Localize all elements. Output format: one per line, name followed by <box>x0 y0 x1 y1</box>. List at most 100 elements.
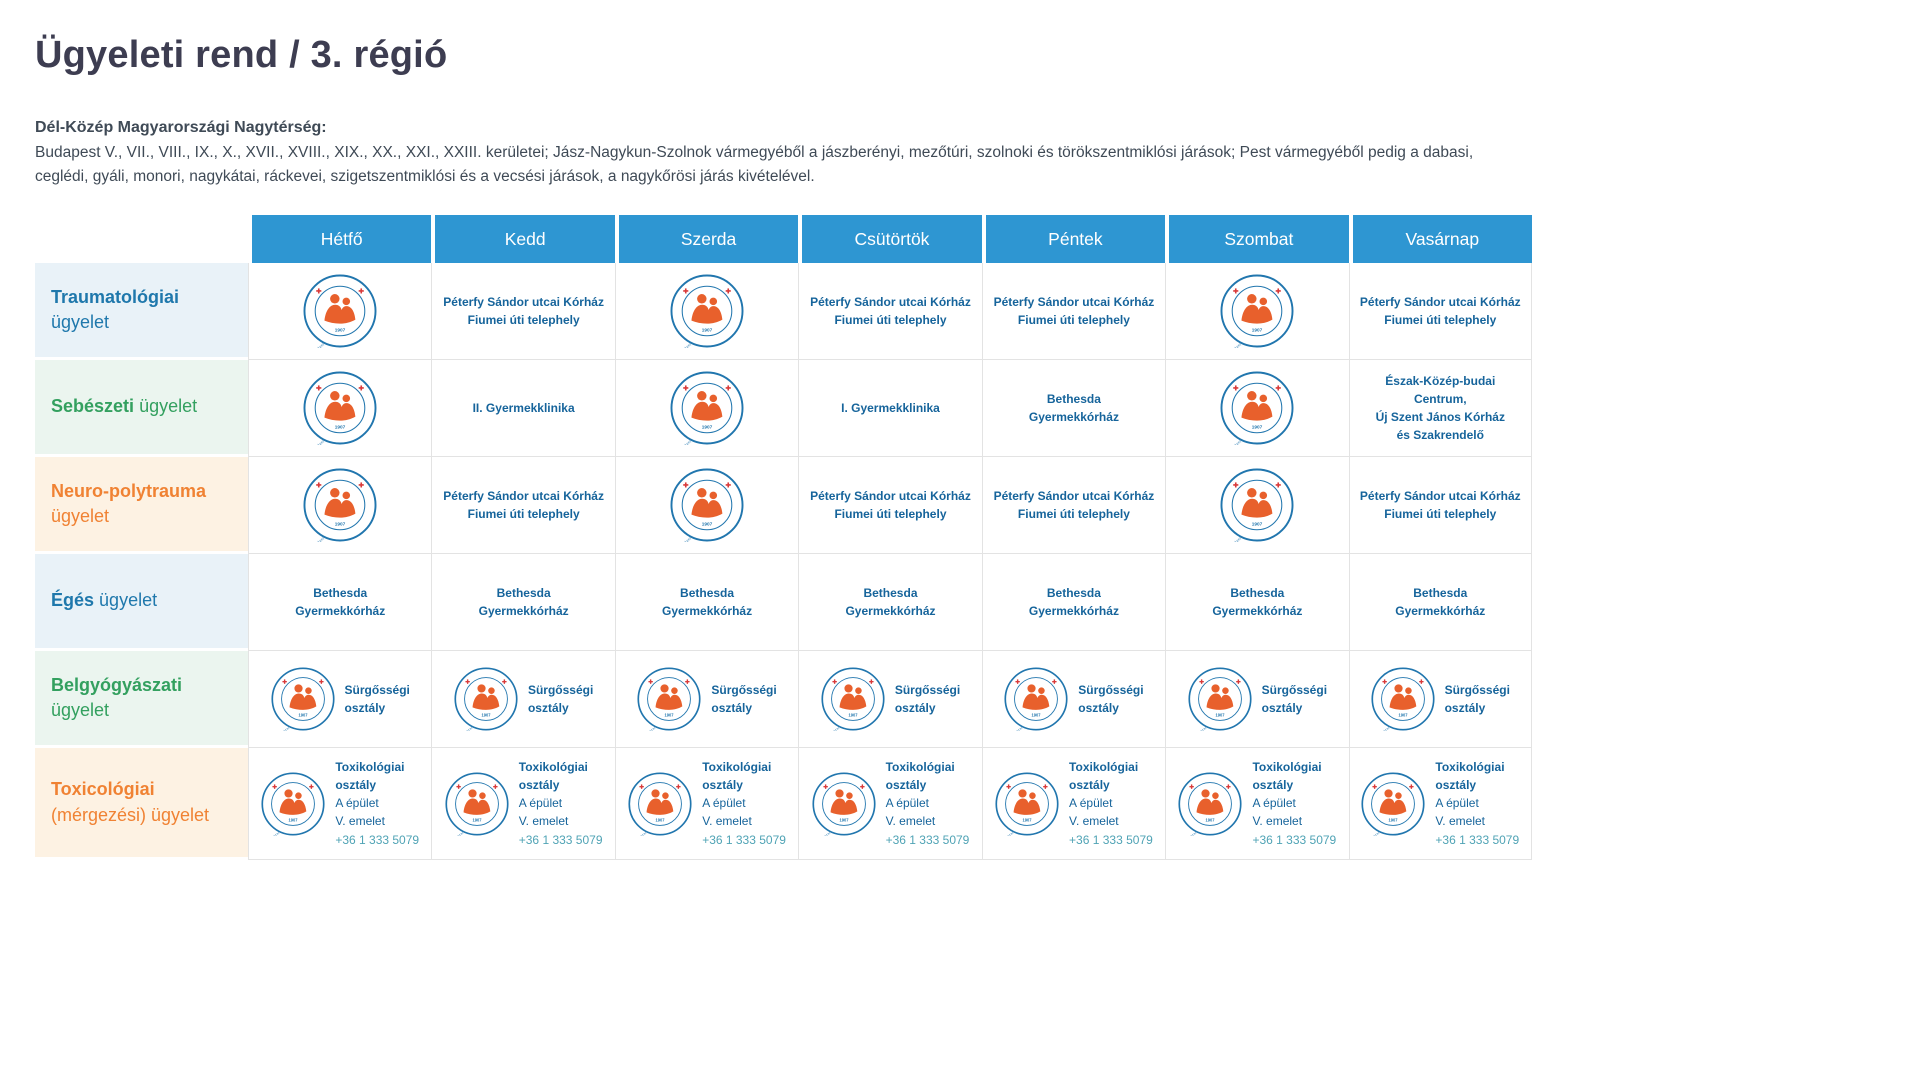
region-description: Budapest V., VII., VIII., IX., X., XVII.… <box>35 144 1474 186</box>
schedule-row-belgyogyaszati: Belgyógyászati ügyelet HEIM PÁLOrszágosGye… <box>35 651 1532 749</box>
phone-number: +36 1 333 5079 <box>702 833 786 848</box>
svg-text:Gyermekgyógyászati Intézet: Gyermekgyógyászati Intézet <box>1374 726 1390 731</box>
svg-text:Gyermekgyógyászati Intézet: Gyermekgyógyászati Intézet <box>1365 830 1381 835</box>
department-name-line: Toxikológiai <box>335 760 405 775</box>
heim-pal-logo-svg: HEIM PÁLOrszágosGyermekgyógyászati Intéz… <box>670 468 744 542</box>
schedule-cell: HEIM PÁLOrszágosGyermekgyógyászati Intéz… <box>248 457 432 555</box>
day-header-6: Szombat <box>1165 215 1349 264</box>
heim-pal-logo: HEIM PÁLOrszágosGyermekgyógyászati Intéz… <box>1220 274 1294 348</box>
heim-pal-logo-svg: HEIM PÁLOrszágosGyermekgyógyászati Intéz… <box>303 274 377 348</box>
heim-pal-logo-svg: HEIM PÁLOrszágosGyermekgyógyászati Intéz… <box>637 667 701 731</box>
schedule-cell: Bethesda Gyermekkórház <box>431 554 615 652</box>
red-cross-icon <box>1199 679 1241 684</box>
svg-text:Gyermekgyógyászati Intézet: Gyermekgyógyászati Intézet <box>265 830 281 835</box>
row-label-rest: ügyelet <box>51 700 110 721</box>
logo-year: 1907 <box>1023 817 1033 822</box>
family-figures-icon <box>472 684 500 710</box>
red-cross-icon <box>316 482 365 488</box>
logo-right-text: Gyermekgyógyászati Intézet <box>1365 830 1381 835</box>
hospital-name-line: Fiumei úti telephely <box>1017 507 1130 522</box>
red-cross-icon <box>272 783 314 789</box>
hospital-name-line: Fiumei úti telephely <box>1017 313 1130 328</box>
schedule-cell: Bethesda Gyermekkórház <box>981 554 1166 652</box>
hospital-name-line: Péterfy Sándor utcai Kórház <box>443 295 604 310</box>
heim-pal-logo: HEIM PÁLOrszágosGyermekgyógyászati Intéz… <box>1188 667 1252 731</box>
department-name-line: osztály <box>344 701 386 716</box>
svg-text:Gyermekgyógyászati Intézet: Gyermekgyógyászati Intézet <box>308 440 326 445</box>
schedule-cell: Péterfy Sándor utcai Kórház Fiumei úti te… <box>798 263 982 361</box>
phone-number: +36 1 333 5079 <box>1252 833 1337 848</box>
heim-pal-logo-svg: HEIM PÁLOrszágosGyermekgyógyászati Intéz… <box>1361 771 1425 836</box>
logo-right-text: Gyermekgyógyászati Intézet <box>674 537 691 542</box>
location-line: V. emelet <box>335 814 385 829</box>
hospital-name-line: II. Gyermekklinika <box>472 401 575 416</box>
row-label-strong: Belgyógyászati <box>51 674 183 695</box>
family-figures-icon <box>289 684 316 710</box>
schedule-cell: HEIM PÁLOrszágosGyermekgyógyászati Intéz… <box>431 748 615 861</box>
department-name-line: osztály <box>1261 701 1303 716</box>
schedule-cell: Bethesda Gyermekkórház <box>798 554 982 652</box>
row-label-strong: Égés <box>51 590 95 611</box>
heim-pal-logo-svg: HEIM PÁLOrszágosGyermekgyógyászati Intéz… <box>628 771 692 836</box>
svg-text:Gyermekgyógyászati Intézet: Gyermekgyógyászati Intézet <box>1225 343 1243 348</box>
schedule-cell: Bethesda Gyermekkórház <box>1348 554 1532 652</box>
hospital-name-line: Bethesda <box>863 586 918 601</box>
hospital-name-line: Fiumei úti telephely <box>834 507 947 522</box>
table-corner <box>35 215 248 263</box>
heim-pal-logo: HEIM PÁLOrszágosGyermekgyógyászati Intéz… <box>995 771 1059 836</box>
day-header-7: Vasárnap <box>1348 215 1532 264</box>
heim-pal-logo: HEIM PÁLOrszágosGyermekgyógyászati Intéz… <box>670 468 744 542</box>
svg-text:Gyermekgyógyászati Intézet: Gyermekgyógyászati Intézet <box>674 440 692 445</box>
red-cross-icon <box>823 783 865 789</box>
phone-number: +36 1 333 5079 <box>335 833 420 848</box>
logo-right-text: Gyermekgyógyászati Intézet <box>632 830 648 835</box>
hospital-name-line: Péterfy Sándor utcai Kórház <box>1359 295 1521 310</box>
red-cross-icon <box>683 288 731 294</box>
logo-right-text: Gyermekgyógyászati Intézet <box>1225 440 1242 445</box>
heim-pal-logo: HEIM PÁLOrszágosGyermekgyógyászati Intéz… <box>303 468 377 542</box>
logo-year: 1907 <box>702 327 713 333</box>
department-name-line: osztály <box>1078 701 1119 716</box>
schedule-body: Traumatológiai ügyelet HEIM PÁLOrszágosGye… <box>35 263 1532 861</box>
family-figures-icon <box>691 391 723 421</box>
schedule-row-toxicologiai: Toxicológiai (mérgezési) ügyelet HEIM PÁLO… <box>35 748 1532 861</box>
logo-right-text: Gyermekgyógyászati Intézet <box>1191 726 1207 731</box>
schedule-cell: HEIM PÁLOrszágosGyermekgyógyászati Intéz… <box>614 360 799 458</box>
svg-text:Gyermekgyógyászati Intézet: Gyermekgyógyászati Intézet <box>308 537 326 542</box>
hospital-name-line: Fiumei úti telephely <box>834 313 947 328</box>
location-line: V. emelet <box>518 814 569 829</box>
logo-right-text: Gyermekgyógyászati Intézet <box>308 343 325 348</box>
hospital-name-line: Péterfy Sándor utcai Kórház <box>993 489 1155 504</box>
heim-pal-logo-svg: HEIM PÁLOrszágosGyermekgyógyászati Intéz… <box>1188 667 1252 731</box>
location-line: V. emelet <box>702 814 752 829</box>
phone-number: +36 1 333 5079 <box>1069 833 1153 848</box>
family-figures-icon <box>1022 684 1050 710</box>
schedule-cell: Bethesda Gyermekkórház <box>981 360 1166 458</box>
heim-pal-logo: HEIM PÁLOrszágosGyermekgyógyászati Intéz… <box>1371 667 1435 731</box>
logo-right-text: Gyermekgyógyászati Intézet <box>998 830 1014 835</box>
logo-year: 1907 <box>665 713 675 718</box>
schedule-cell: HEIM PÁLOrszágosGyermekgyógyászati Intéz… <box>614 748 799 861</box>
logo-right-text: Gyermekgyógyászati Intézet <box>824 726 840 731</box>
location-line: V. emelet <box>1435 814 1485 829</box>
family-figures-icon <box>279 788 307 815</box>
heim-pal-logo-svg: HEIM PÁLOrszágosGyermekgyógyászati Intéz… <box>1178 771 1243 836</box>
heim-pal-logo-svg: HEIM PÁLOrszágosGyermekgyógyászati Intéz… <box>303 468 377 542</box>
red-cross-icon <box>832 679 874 684</box>
department-name-line: Sürgősségi <box>344 683 410 698</box>
hospital-name-line: Észak-Közép-budai Centrum, <box>1385 374 1496 407</box>
red-cross-icon <box>639 783 681 789</box>
department-name-line: Sürgősségi <box>711 683 777 698</box>
logo-year: 1907 <box>1206 817 1216 822</box>
schedule-cell: Péterfy Sándor utcai Kórház Fiumei úti te… <box>981 263 1166 361</box>
heim-pal-logo: HEIM PÁLOrszágosGyermekgyógyászati Intéz… <box>270 667 335 731</box>
heim-pal-logo: HEIM PÁLOrszágosGyermekgyógyászati Intéz… <box>1361 771 1425 836</box>
schedule-cell: Bethesda Gyermekkórház <box>1165 554 1349 652</box>
department-name-line: osztály <box>1252 778 1294 793</box>
heim-pal-logo-svg: HEIM PÁLOrszágosGyermekgyógyászati Intéz… <box>303 371 377 445</box>
heim-pal-logo-svg: HEIM PÁLOrszágosGyermekgyógyászati Intéz… <box>1220 274 1294 348</box>
family-figures-icon <box>324 294 356 324</box>
logo-year: 1907 <box>656 817 666 822</box>
row-label-rest: (mérgezési) ügyelet <box>51 804 210 825</box>
heim-pal-logo-svg: HEIM PÁLOrszágosGyermekgyógyászati Intéz… <box>670 371 744 445</box>
